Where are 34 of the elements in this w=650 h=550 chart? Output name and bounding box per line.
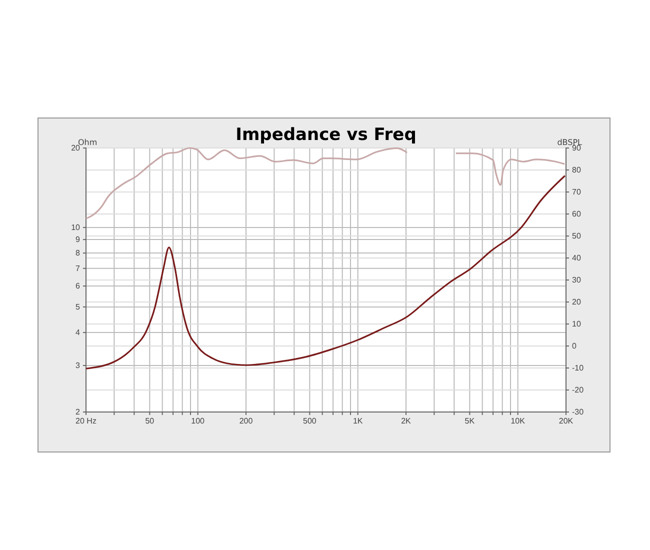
x-tick-label: 10K: [510, 416, 526, 426]
x-tick-label: 50: [145, 416, 155, 426]
y2-tick-label: 80: [572, 166, 582, 175]
y-tick-label: 6: [76, 282, 81, 291]
y2-tick-label: 20: [572, 298, 582, 307]
x-tick-label: 20 Hz: [76, 416, 96, 426]
x-tick-label: 100: [191, 416, 206, 426]
y2-tick-label: -10: [572, 364, 584, 373]
y2-tick-label: 30: [572, 276, 582, 285]
x-tick-label: 20K: [558, 416, 574, 426]
y-tick-label: 2: [76, 408, 81, 417]
y2-tick-label: 40: [572, 254, 582, 263]
y2-tick-label: 0: [572, 342, 577, 351]
x-tick-label: 200: [239, 416, 254, 426]
y2-tick-label: 10: [572, 320, 582, 329]
y-tick-label: 10: [71, 223, 81, 232]
y-tick-label: 3: [76, 361, 81, 370]
y-tick-label: 5: [76, 302, 81, 312]
y-tick-label: 9: [76, 235, 81, 244]
y-tick-label: 20: [71, 144, 81, 153]
y-tick-label: 8: [76, 248, 81, 258]
y2-tick-label: 70: [572, 188, 582, 197]
y-axis-title: Ohm: [78, 138, 98, 147]
chart-title: Impedance vs Freq: [236, 125, 416, 145]
x-tick-label: 5K: [464, 416, 476, 426]
y2-tick-label: 50: [572, 232, 582, 241]
x-tick-label: 1K: [352, 416, 364, 426]
y-tick-label: 7: [76, 264, 81, 273]
y-tick-label: 4: [76, 328, 81, 338]
y2-tick-label: -20: [572, 386, 584, 395]
x-tick-label: 500: [302, 416, 317, 426]
y2-tick-label: 60: [572, 210, 582, 219]
x-tick-label: 2K: [401, 416, 412, 426]
y2-tick-label: -30: [572, 408, 584, 417]
